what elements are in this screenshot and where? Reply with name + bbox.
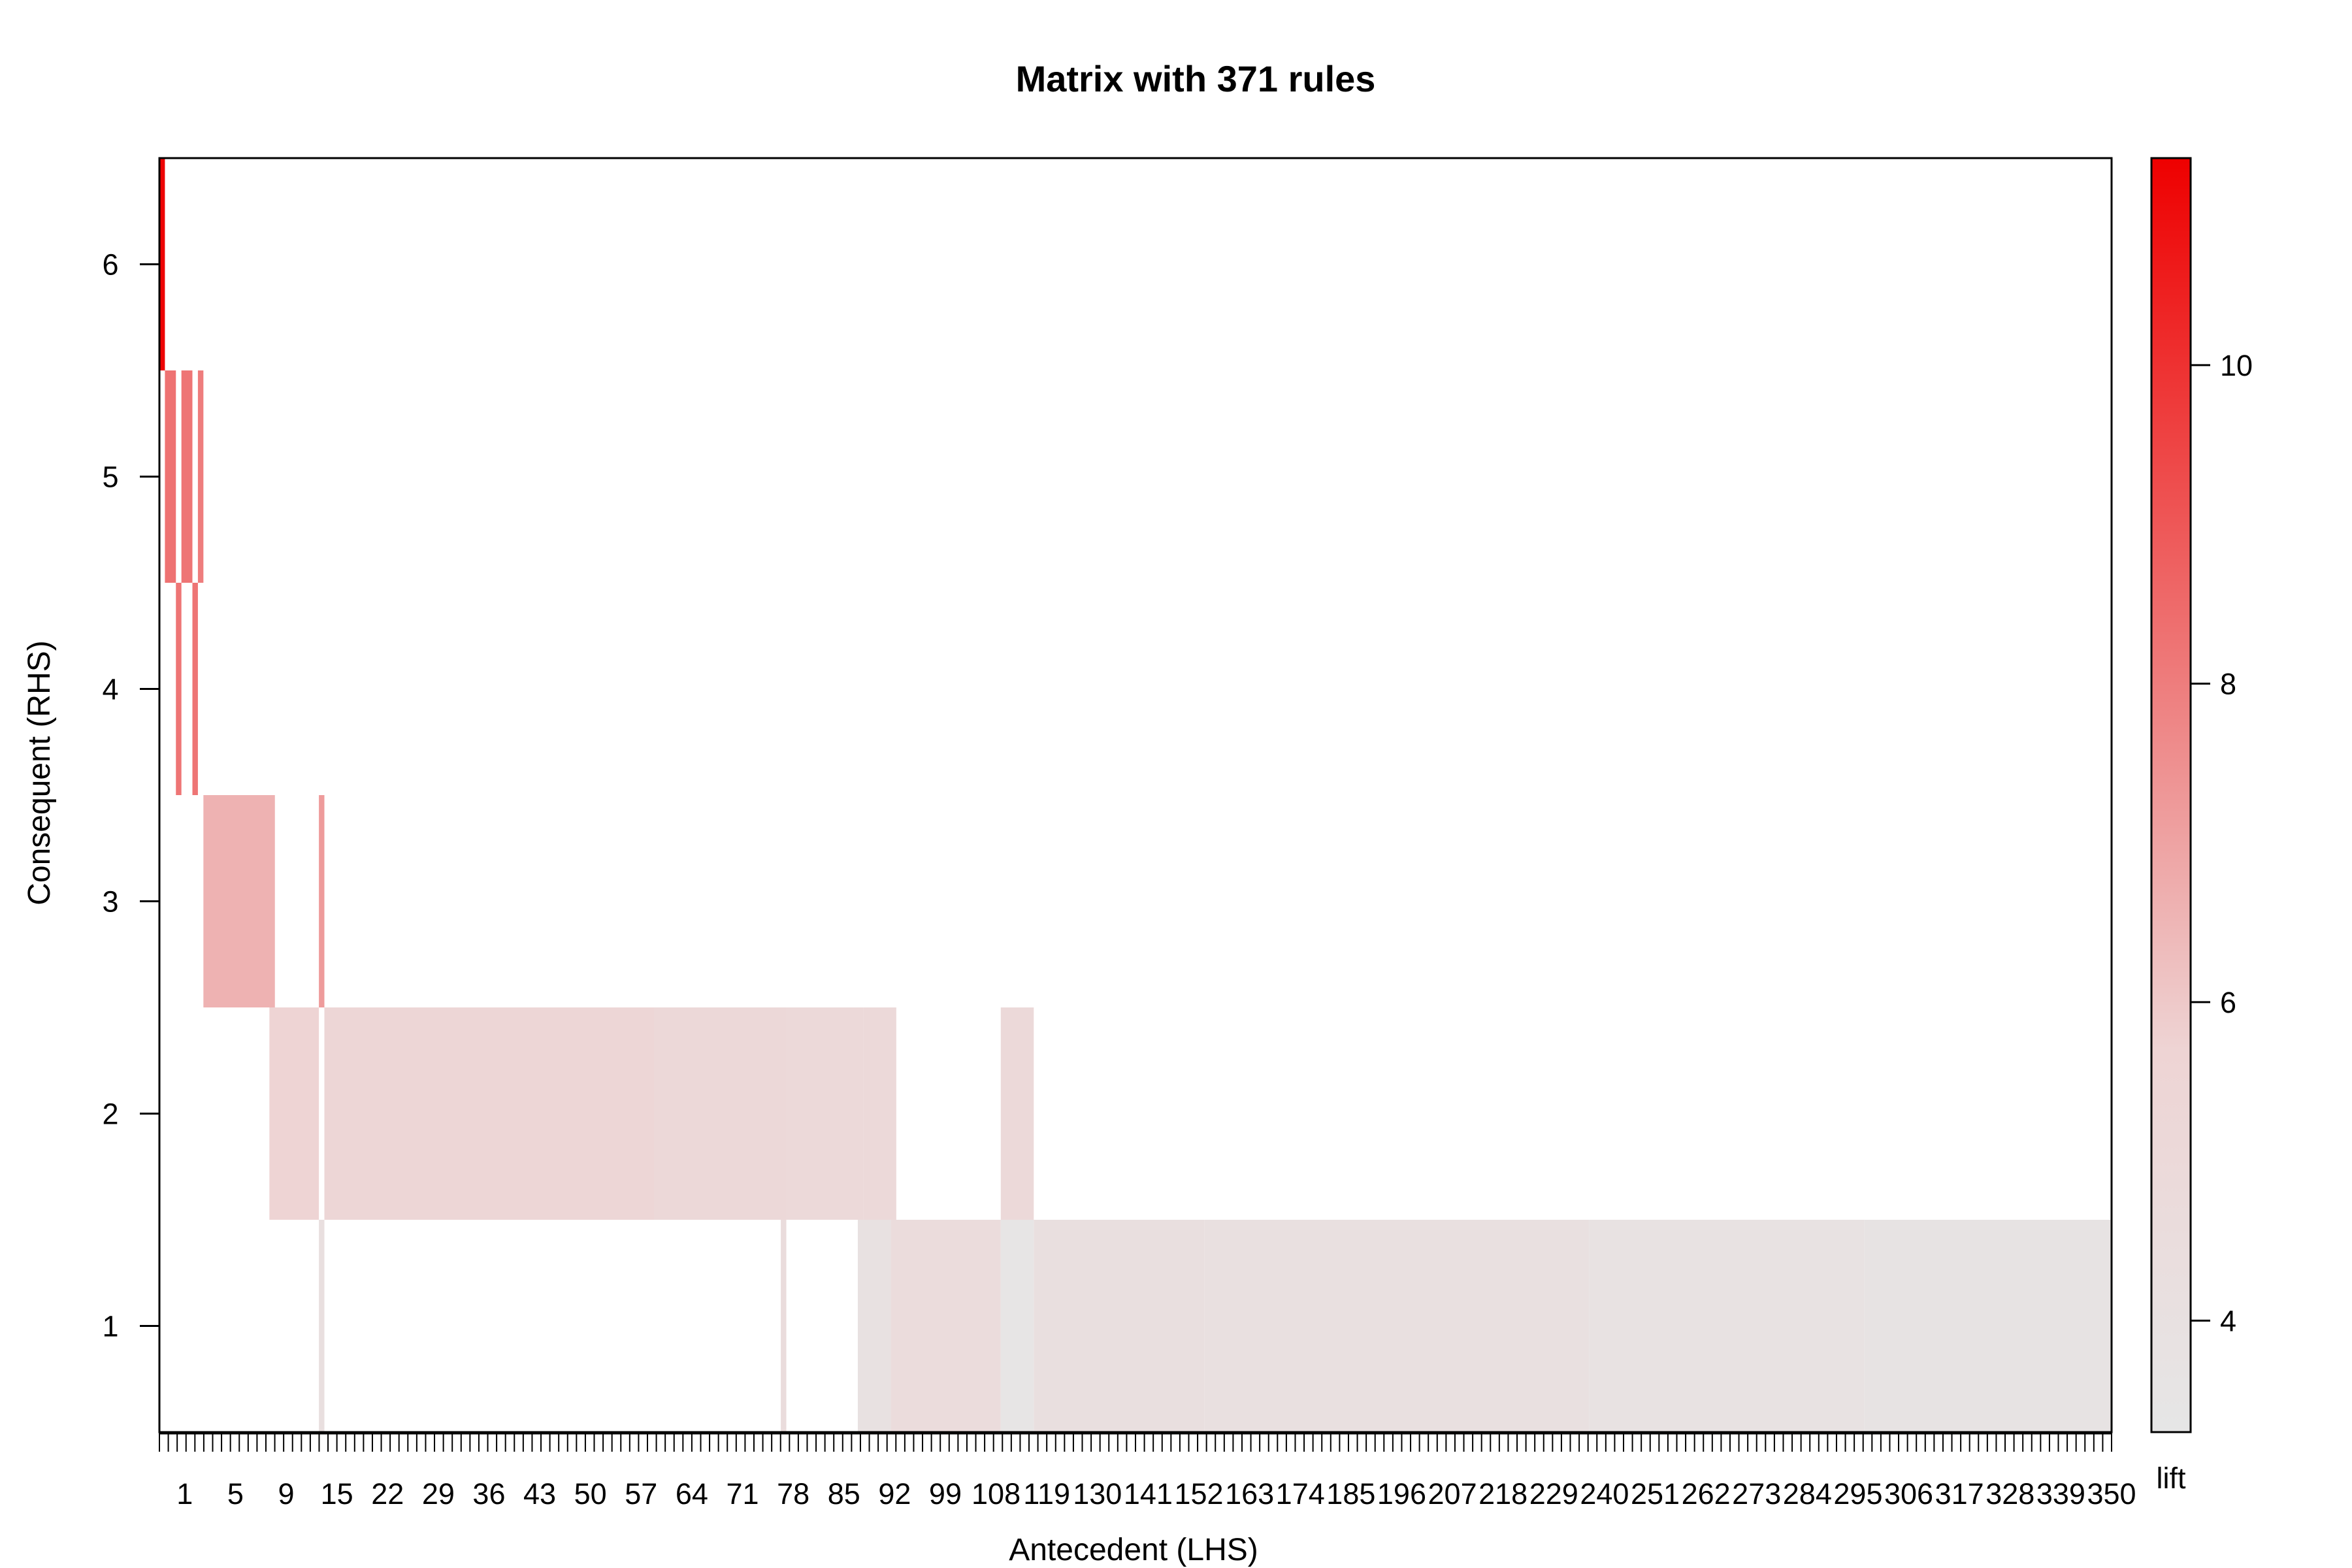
- heatmap-cell: [890, 1220, 1001, 1432]
- colorbar-tick-label: 10: [2220, 349, 2253, 382]
- x-tick-label: 92: [878, 1477, 911, 1511]
- heatmap-cell: [781, 1220, 787, 1432]
- x-tick-label: 43: [523, 1477, 556, 1511]
- y-tick-label: 1: [102, 1310, 118, 1343]
- x-tick-label: 9: [278, 1477, 295, 1511]
- x-tick-label: 284: [1783, 1477, 1832, 1511]
- x-tick-label: 71: [726, 1477, 759, 1511]
- x-tick-label: 185: [1326, 1477, 1375, 1511]
- chart-title: Matrix with 371 rules: [1016, 58, 1376, 99]
- x-axis-label: Antecedent (LHS): [1009, 1533, 1258, 1567]
- x-tick-label: 229: [1529, 1477, 1578, 1511]
- heatmap-cells: [159, 158, 2112, 1432]
- x-tick-label: 119: [1023, 1477, 1070, 1511]
- x-tick-label: 196: [1377, 1477, 1426, 1511]
- x-tick-label: 174: [1276, 1477, 1325, 1511]
- x-tick-label: 339: [2036, 1477, 2085, 1511]
- heatmap-cell: [1589, 1220, 1865, 1432]
- y-tick-label: 4: [102, 673, 118, 706]
- x-tick-label: 130: [1073, 1477, 1122, 1511]
- x-tick-label: 207: [1428, 1477, 1477, 1511]
- y-tick-label: 3: [102, 885, 118, 919]
- x-tick-label: 64: [676, 1477, 708, 1511]
- colorbar-axis: 4 6 8 10: [2191, 349, 2253, 1337]
- heatmap-cell: [654, 1007, 787, 1220]
- heatmap-cell: [1864, 1220, 2112, 1432]
- heatmap-cell: [857, 1220, 891, 1432]
- heatmap-cell: [269, 1007, 319, 1220]
- x-tick-label: 57: [625, 1477, 657, 1511]
- x-tick-label: 99: [929, 1477, 962, 1511]
- x-tick-label: 36: [472, 1477, 505, 1511]
- x-tick-label: 350: [2087, 1477, 2136, 1511]
- y-tick-label: 6: [102, 248, 118, 282]
- x-axis: 1 5 9 15 22 29 36 43 50 57 64 71 78 85 92 99 108 119 130 14…: [159, 1432, 2136, 1511]
- x-tick-label: 317: [1935, 1477, 1984, 1511]
- x-tick-label: 29: [422, 1477, 455, 1511]
- heatmap-cell: [181, 370, 193, 583]
- colorbar-tick-label: 4: [2220, 1304, 2236, 1337]
- x-tick-label: 1: [176, 1477, 193, 1511]
- x-tick-label: 108: [972, 1477, 1021, 1511]
- colorbar-legend-label: lift: [2157, 1462, 2186, 1495]
- heatmap-cell: [319, 795, 325, 1007]
- x-tick-label: 218: [1478, 1477, 1527, 1511]
- heatmap-cell: [1034, 1220, 1205, 1432]
- heatmap-cell: [159, 158, 165, 370]
- x-tick-label: 15: [321, 1477, 353, 1511]
- x-tick-label: 262: [1682, 1477, 1731, 1511]
- x-tick-label: 295: [1833, 1477, 1882, 1511]
- colorbar-tick-label: 6: [2220, 986, 2236, 1019]
- heatmap-cell: [1204, 1220, 1590, 1432]
- heatmap-cell: [203, 795, 275, 1007]
- x-tick-label: 85: [828, 1477, 860, 1511]
- y-axis: 1 2 3 4 5 6: [102, 248, 159, 1343]
- colorbar-tick-label: 8: [2220, 667, 2236, 700]
- heatmap-cell: [176, 583, 182, 795]
- heatmap-cell: [197, 370, 204, 583]
- y-tick-label: 5: [102, 461, 118, 494]
- x-tick-label: 163: [1225, 1477, 1274, 1511]
- x-tick-label: 251: [1631, 1477, 1680, 1511]
- x-tick-label: 273: [1732, 1477, 1781, 1511]
- y-axis-label: Consequent (RHS): [22, 640, 57, 906]
- heatmap-cell: [165, 370, 176, 583]
- x-tick-label: 152: [1174, 1477, 1223, 1511]
- heatmap-cell: [324, 1007, 655, 1220]
- x-tick-label: 141: [1124, 1477, 1173, 1511]
- heatmap-cell: [1000, 1220, 1034, 1432]
- x-tick-label: 306: [1884, 1477, 1933, 1511]
- x-tick-label: 22: [371, 1477, 404, 1511]
- y-tick-label: 2: [102, 1098, 118, 1131]
- x-tick-label: 240: [1580, 1477, 1629, 1511]
- x-tick-label: 328: [1985, 1477, 2034, 1511]
- heatmap-cell: [319, 1220, 325, 1432]
- heatmap-cell: [1000, 1007, 1034, 1220]
- x-tick-label: 50: [574, 1477, 607, 1511]
- colorbar: [2150, 157, 2192, 1433]
- x-tick-label: 5: [227, 1477, 244, 1511]
- heatmap-cell: [863, 1007, 896, 1220]
- heatmap-cell: [786, 1007, 864, 1220]
- x-tick-label: 78: [777, 1477, 809, 1511]
- heatmap-cell: [192, 583, 198, 795]
